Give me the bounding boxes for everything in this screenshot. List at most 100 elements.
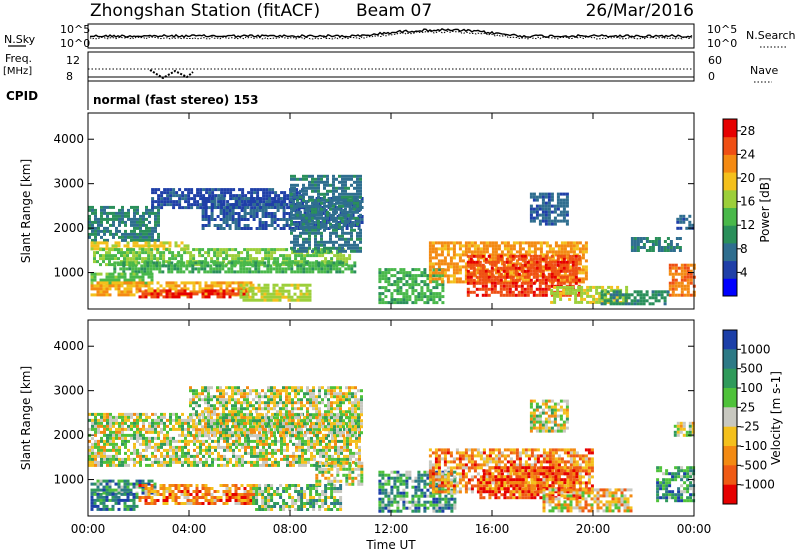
data-cell [642, 296, 646, 300]
data-cell [285, 212, 289, 215]
data-cell [455, 241, 459, 245]
data-cell [282, 248, 286, 252]
data-cell [272, 292, 276, 296]
data-cell [341, 210, 344, 214]
data-cell [172, 203, 176, 207]
data-cell [609, 299, 613, 303]
data-cell [106, 238, 109, 242]
data-cell [420, 271, 424, 275]
data-cell [205, 200, 209, 204]
data-cell [271, 448, 274, 452]
data-cell [663, 299, 667, 303]
data-cell [132, 284, 136, 288]
data-cell [502, 293, 506, 297]
data-cell [437, 259, 441, 263]
data-cell [216, 227, 220, 230]
data-cell [308, 213, 311, 217]
data-cell [136, 205, 139, 209]
data-cell [204, 215, 208, 218]
data-cell [249, 212, 253, 215]
data-cell [523, 269, 527, 273]
data-cell [360, 197, 364, 200]
data-cell [298, 442, 301, 446]
data-cell [115, 427, 118, 431]
data-cell [339, 263, 343, 267]
data-cell [154, 460, 157, 464]
data-cell [295, 427, 298, 431]
data-cell [162, 254, 166, 258]
data-cell [639, 299, 643, 303]
data-cell [615, 302, 619, 306]
data-cell [151, 412, 154, 416]
data-cell [562, 285, 566, 289]
data-cell [273, 263, 277, 267]
data-cell [105, 247, 109, 251]
data-cell [120, 272, 124, 276]
data-cell [160, 430, 163, 434]
data-cell [234, 248, 238, 252]
data-cell [308, 222, 311, 226]
data-cell [109, 418, 112, 422]
data-cell [168, 244, 172, 248]
data-cell [435, 274, 439, 278]
data-cell [509, 256, 513, 260]
data-cell [581, 277, 585, 281]
data-cell [285, 224, 289, 227]
data-cell [166, 463, 169, 467]
data-cell [317, 183, 320, 187]
data-cell [123, 254, 126, 258]
data-cell [595, 288, 599, 292]
data-cell [160, 439, 163, 443]
data-cell [199, 203, 203, 207]
data-cell [268, 442, 271, 446]
data-cell [160, 427, 163, 431]
data-cell [151, 460, 154, 464]
data-cell [524, 241, 528, 245]
data-cell [234, 257, 238, 261]
data-cell [97, 460, 100, 464]
data-cell [359, 234, 362, 238]
data-cell [280, 448, 283, 452]
data-cell [309, 254, 313, 258]
data-cell [114, 254, 117, 258]
data-cell [183, 287, 187, 291]
data-cell [560, 250, 564, 254]
data-cell [237, 254, 241, 258]
data-cell [90, 241, 94, 245]
data-cell [677, 272, 681, 276]
data-cell [274, 451, 277, 455]
data-cell [674, 293, 678, 297]
data-cell [663, 290, 667, 294]
data-cell [338, 237, 341, 241]
data-cell [252, 197, 256, 200]
data-cell [600, 296, 604, 300]
data-cell [335, 270, 339, 274]
data-cell [234, 212, 238, 215]
data-cell [481, 266, 485, 270]
data-cell [335, 216, 338, 220]
data-cell [112, 448, 115, 452]
data-cell [208, 454, 211, 458]
data-cell [187, 430, 190, 434]
data-cell [550, 266, 554, 270]
data-cell [243, 281, 247, 285]
data-cell [237, 212, 241, 215]
data-cell [246, 227, 250, 230]
data-cell [163, 439, 166, 443]
data-cell [547, 284, 551, 288]
data-cell [135, 284, 139, 288]
data-cell [674, 269, 678, 273]
data-cell [299, 213, 302, 217]
data-cell [235, 206, 239, 210]
data-cell [222, 248, 226, 252]
data-cell [341, 264, 345, 268]
data-cell [103, 238, 106, 242]
data-cell [154, 424, 157, 428]
data-cell [231, 287, 235, 291]
data-cell [542, 253, 546, 257]
data-cell [144, 244, 148, 248]
data-cell [530, 244, 534, 248]
data-cell [332, 180, 335, 184]
data-cell [234, 281, 238, 285]
data-cell [464, 268, 468, 272]
